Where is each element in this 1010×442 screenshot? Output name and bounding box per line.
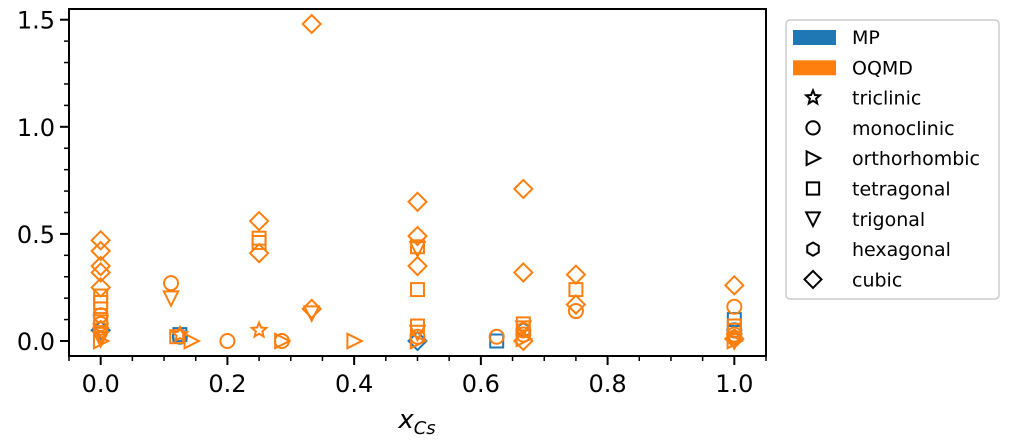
- legend-label-cubic: cubic: [852, 269, 902, 291]
- legend-symbol-cubic: [803, 269, 823, 290]
- x-tick-label: 0.6: [462, 370, 500, 398]
- legend-label-triclinic: triclinic: [852, 88, 921, 110]
- data-point-oqmd-triclinic: [170, 324, 190, 343]
- data-point-oqmd-cubic: [407, 225, 428, 247]
- data-point-oqmd-orthorhombic: [92, 332, 111, 350]
- data-point-oqmd-cubic: [565, 264, 587, 286]
- data-point-oqmd-cubic: [248, 210, 270, 232]
- y-tick-label: 0.5: [17, 221, 55, 249]
- data-point-oqmd-trigonal: [408, 324, 427, 343]
- data-point-oqmd-square: [251, 234, 267, 250]
- data-point-oqmd-hexagonal: [93, 319, 108, 337]
- data-point-oqmd-trigonal: [725, 333, 744, 351]
- data-point-oqmd-orthorhombic: [409, 332, 428, 350]
- data-point-oqmd-orthorhombic: [346, 332, 365, 350]
- data-point-oqmd-monoclinic: [567, 302, 584, 320]
- data-point-oqmd-monoclinic: [515, 322, 532, 339]
- data-point-oqmd-cubic: [301, 13, 323, 35]
- data-point-oqmd-square: [410, 282, 425, 298]
- x-tick-label: 1.0: [715, 370, 753, 398]
- plot-marks: [90, 13, 745, 352]
- data-point-oqmd-trigonal: [302, 305, 321, 324]
- data-point-oqmd-monoclinic: [726, 298, 743, 315]
- data-point-oqmd-orthorhombic: [183, 332, 202, 350]
- data-point-oqmd-cubic: [90, 229, 112, 251]
- legend-label-oqmd: OQMD: [852, 57, 913, 79]
- legend-label-trigonal: trigonal: [852, 209, 925, 231]
- legend-label-orthorhombic: orthorhombic: [852, 148, 980, 170]
- data-point-oqmd-square: [568, 282, 584, 298]
- data-point-oqmd-cubic: [512, 262, 534, 283]
- legend-symbol-tetragonal: [805, 181, 821, 196]
- data-point-oqmd-cubic: [723, 274, 745, 296]
- legend-symbol-trigonal: [804, 211, 822, 229]
- x-axis-label-sub: Cs: [414, 418, 436, 439]
- y-tick-label: 0.0: [17, 328, 55, 356]
- legend-box: [785, 19, 1000, 300]
- data-point-oqmd-trigonal: [162, 290, 180, 309]
- data-point-oqmd-monoclinic: [219, 332, 236, 350]
- data-point-oqmd-triclinic: [249, 320, 269, 339]
- data-point-oqmd-cubic: [512, 178, 534, 200]
- plot-frame: [68, 8, 767, 357]
- legend-swatch-oqmd: [793, 60, 836, 76]
- legend-label-mp: MP: [852, 27, 880, 49]
- data-point-oqmd-monoclinic: [162, 275, 180, 292]
- legend-label-tetragonal: tetragonal: [852, 179, 951, 201]
- data-point-oqmd-square: [93, 301, 109, 317]
- data-point-oqmd-orthorhombic: [726, 332, 745, 350]
- data-point-oqmd-trigonal: [408, 241, 427, 259]
- legend-swatch-mp: [793, 30, 836, 45]
- data-point-oqmd-orthorhombic: [274, 332, 292, 350]
- data-point-oqmd-cubic: [512, 330, 534, 352]
- x-tick-label: 0.2: [208, 370, 246, 398]
- x-tick-label: 0.0: [82, 370, 120, 398]
- legend-symbol-triclinic: [803, 87, 823, 106]
- data-point-oqmd-cubic: [90, 240, 112, 262]
- data-point-oqmd-square: [410, 239, 425, 255]
- data-point-oqmd-cubic: [248, 242, 270, 264]
- legend-symbol-hexagonal: [806, 241, 820, 257]
- legend-items: MP OQMD triclinic monoclinic orthorhombic tet…: [793, 27, 980, 291]
- legend-label-hexagonal: hexagonal: [852, 239, 951, 261]
- x-axis-label: xCs: [397, 405, 435, 439]
- legend-symbol-monoclinic: [805, 120, 821, 136]
- data-point-oqmd-cubic: [407, 255, 428, 277]
- data-point-oqmd-cubic: [90, 262, 112, 283]
- data-point-oqmd-monoclinic: [92, 315, 109, 332]
- legend-label-monoclinic: monoclinic: [852, 118, 955, 140]
- data-point-oqmd-cubic: [407, 191, 428, 213]
- data-point-oqmd-cubic: [565, 294, 587, 316]
- x-tick-label: 0.8: [589, 370, 627, 398]
- y-tick-label: 1.5: [17, 7, 55, 35]
- x-tick-label: 0.4: [335, 370, 373, 398]
- data-point-oqmd-monoclinic: [488, 328, 505, 345]
- axis-ticks: 0.0 0.2 0.4 0.6 0.8 1.0 0.0 0.5 1.0 1.5: [17, 7, 767, 398]
- data-point-oqmd-cubic: [90, 255, 112, 277]
- legend-symbol-orthorhombic: [805, 149, 823, 167]
- data-point-oqmd-square: [251, 230, 267, 246]
- legend: MP OQMD triclinic monoclinic orthorhombic tet…: [785, 19, 1000, 300]
- y-tick-label: 1.0: [17, 114, 55, 142]
- x-axis-label-main: x: [397, 405, 414, 435]
